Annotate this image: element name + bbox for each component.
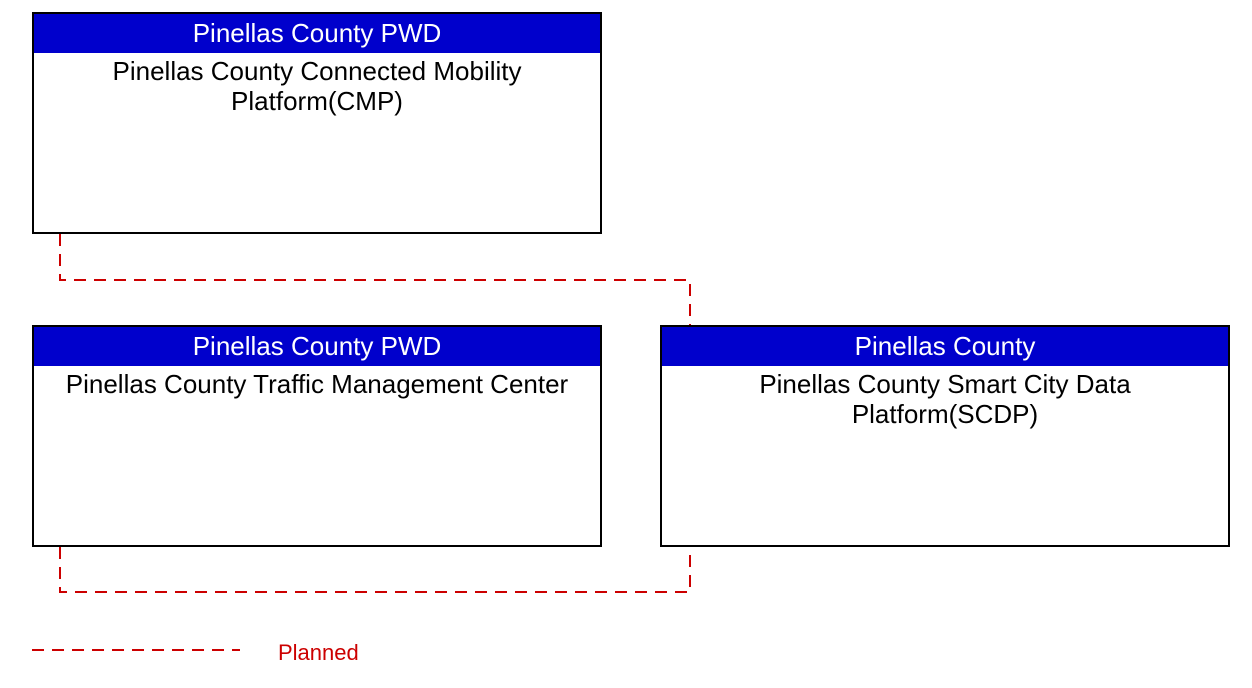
node-scdp: Pinellas County Pinellas County Smart Ci… bbox=[660, 325, 1230, 547]
node-cmp: Pinellas County PWD Pinellas County Conn… bbox=[32, 12, 602, 234]
node-scdp-body: Pinellas County Smart City Data Platform… bbox=[662, 366, 1228, 430]
node-tmc-header: Pinellas County PWD bbox=[34, 327, 600, 366]
node-tmc: Pinellas County PWD Pinellas County Traf… bbox=[32, 325, 602, 547]
edge-cmp-to-scdp bbox=[60, 234, 690, 325]
legend-label: Planned bbox=[278, 640, 359, 666]
edge-tmc-to-scdp bbox=[60, 547, 690, 592]
node-cmp-body: Pinellas County Connected Mobility Platf… bbox=[34, 53, 600, 117]
node-cmp-header: Pinellas County PWD bbox=[34, 14, 600, 53]
node-tmc-body: Pinellas County Traffic Management Cente… bbox=[34, 366, 600, 400]
node-scdp-header: Pinellas County bbox=[662, 327, 1228, 366]
